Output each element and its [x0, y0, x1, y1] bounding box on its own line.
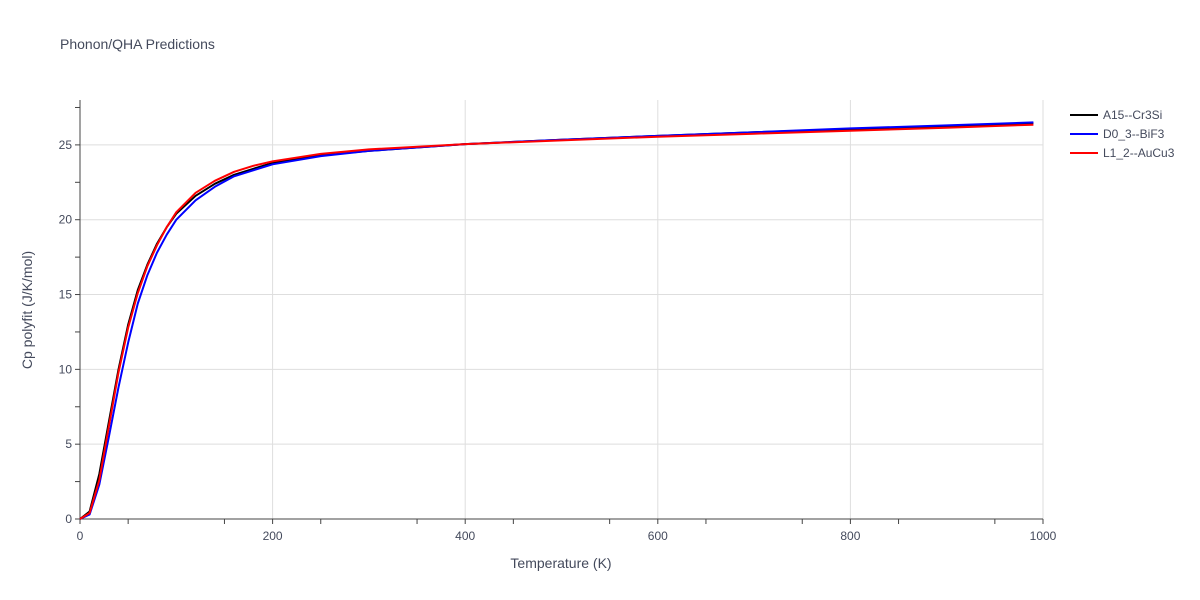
series-line-1 [79, 121, 1034, 520]
x-tick-label: 800 [840, 529, 860, 543]
legend-label: L1_2--AuCu3 [1103, 146, 1175, 160]
y-tick-label: 5 [65, 437, 72, 451]
legend-label: D0_3--BiF3 [1103, 127, 1165, 141]
y-tick-label: 0 [65, 512, 72, 526]
x-tick-label: 200 [263, 529, 283, 543]
legend[interactable]: A15--Cr3Si D0_3--BiF3 L1_2--AuCu3 [1070, 108, 1175, 160]
tick-labels: 0 200 400 600 800 1000 0 5 10 15 20 25 [59, 138, 1057, 543]
legend-item-2[interactable]: L1_2--AuCu3 [1070, 146, 1175, 160]
x-tick-label: 400 [455, 529, 475, 543]
y-tick-label: 20 [59, 213, 73, 227]
grid [80, 100, 1044, 519]
legend-item-0[interactable]: A15--Cr3Si [1070, 108, 1162, 122]
y-tick-label: 10 [59, 362, 73, 376]
x-tick-label: 0 [77, 529, 84, 543]
y-tick-label: 25 [59, 138, 73, 152]
y-axis-title: Cp polyfit (J/K/mol) [19, 251, 35, 369]
series-line-2 [79, 123, 1034, 520]
x-tick-label: 1000 [1030, 529, 1057, 543]
series-lines [79, 121, 1034, 520]
y-tick-label: 15 [59, 288, 73, 302]
chart-title: Phonon/QHA Predictions [60, 36, 215, 52]
x-tick-label: 600 [648, 529, 668, 543]
legend-label: A15--Cr3Si [1103, 108, 1162, 122]
legend-item-1[interactable]: D0_3--BiF3 [1070, 127, 1165, 141]
x-axis-title: Temperature (K) [510, 555, 611, 571]
axes [75, 100, 1044, 524]
